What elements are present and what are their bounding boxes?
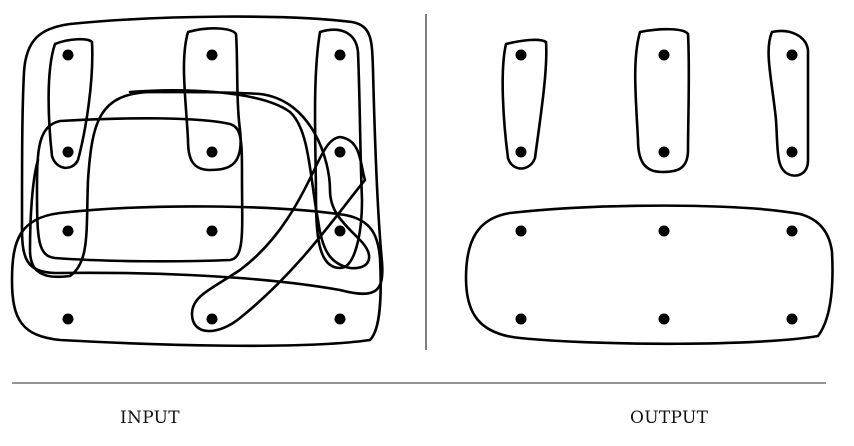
input-point: [206, 313, 218, 325]
output-point: [786, 146, 798, 158]
input-pill-1: [47, 37, 94, 170]
output-caption: OUTPUT: [630, 408, 709, 428]
input-point: [334, 225, 346, 237]
input-crossing-region: [28, 89, 371, 279]
output-point: [658, 49, 670, 61]
output-point: [786, 313, 798, 325]
input-panel: [10, 15, 384, 348]
output-pill-1: [501, 38, 548, 170]
output-point: [658, 146, 670, 158]
input-pill-2: [182, 27, 242, 172]
input-point: [62, 146, 74, 158]
output-point: [786, 49, 798, 61]
output-panel: [464, 27, 834, 346]
input-point: [334, 313, 346, 325]
output-point: [658, 225, 670, 237]
input-diagonal-region: [190, 135, 367, 333]
output-point: [515, 313, 527, 325]
input-bottom-region: [10, 205, 382, 348]
output-pill-3: [767, 29, 810, 177]
input-point: [62, 49, 74, 61]
output-points: [515, 49, 798, 325]
output-pill-2: [633, 27, 691, 174]
output-point: [515, 49, 527, 61]
input-middle-left-region: [35, 116, 244, 263]
input-points: [62, 49, 346, 325]
input-point: [62, 225, 74, 237]
output-point: [786, 225, 798, 237]
input-point: [62, 313, 74, 325]
input-point: [334, 146, 346, 158]
input-outer-region: [20, 15, 384, 296]
output-bottom-region: [464, 204, 834, 346]
input-caption: INPUT: [120, 408, 180, 428]
input-pill-3: [313, 28, 364, 270]
input-point: [206, 146, 218, 158]
output-point: [658, 313, 670, 325]
output-point: [515, 146, 527, 158]
input-point: [206, 225, 218, 237]
output-point: [515, 225, 527, 237]
input-point: [334, 49, 346, 61]
input-point: [206, 49, 218, 61]
